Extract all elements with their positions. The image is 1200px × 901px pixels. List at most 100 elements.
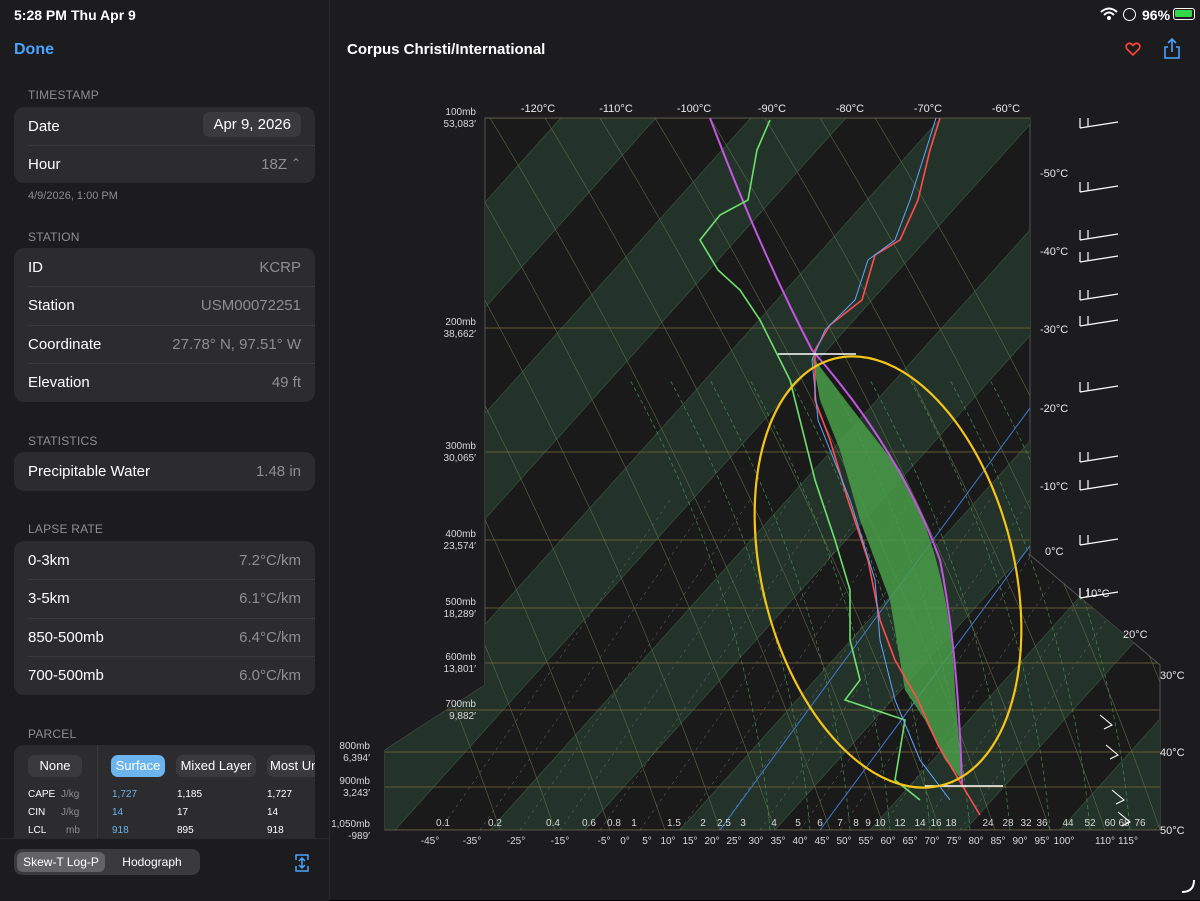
barb-shaft bbox=[1079, 385, 1119, 393]
dry-adiabat bbox=[764, 118, 1106, 830]
timestamp-header: TIMESTAMP bbox=[28, 88, 99, 102]
cin-unit: J/kg bbox=[61, 807, 80, 818]
cin-surface: 14 bbox=[112, 807, 124, 818]
mixing-ratio-label: 1 bbox=[631, 818, 637, 829]
temperature-trace bbox=[814, 118, 981, 816]
bottom-temp-label: 65° bbox=[902, 836, 917, 847]
bottom-temp-label: 115° bbox=[1118, 836, 1138, 847]
isotherm-line bbox=[385, 118, 847, 830]
pressure-label: 300mb bbox=[445, 441, 476, 452]
mixing-ratio-label: 14 bbox=[914, 818, 926, 829]
bottom-temp-label: 90° bbox=[1012, 836, 1027, 847]
hour-row[interactable]: Hour 18Z ⌃ bbox=[14, 145, 315, 184]
cape-mixed: 1,185 bbox=[177, 789, 203, 800]
timestamp-note: 4/9/2026, 1:00 PM bbox=[28, 190, 118, 202]
row-value: 6.0°C/km bbox=[239, 667, 301, 684]
height-label: 9,882′ bbox=[449, 711, 476, 722]
lapse-row: 850-500mb 6.4°C/km bbox=[14, 618, 315, 657]
mixing-ratio-label: 18 bbox=[945, 818, 957, 829]
parcel-surface-button[interactable]: Surface bbox=[111, 755, 165, 777]
mixing-ratio-label: 6 bbox=[817, 818, 823, 829]
separator bbox=[28, 579, 315, 580]
top-temp-label: -80°C bbox=[836, 103, 864, 115]
sounding-profiles bbox=[699, 118, 1003, 816]
timestamp-card: Date Apr 9, 2026 Hour 18Z ⌃ bbox=[14, 107, 315, 183]
isotherm-band bbox=[870, 118, 1160, 830]
right-temp-label: -30°C bbox=[1040, 324, 1068, 336]
row-label: 3-5km bbox=[28, 590, 70, 607]
chevron-updown-icon: ⌃ bbox=[290, 156, 301, 170]
bottom-temp-label: 25° bbox=[726, 836, 741, 847]
mixing-ratio-label: 60 bbox=[1104, 818, 1116, 829]
mixing-ratio-label: 0.4 bbox=[546, 818, 560, 829]
barb-shaft bbox=[1079, 319, 1119, 327]
height-label: 38,662′ bbox=[444, 329, 477, 340]
battery-icon bbox=[1173, 8, 1195, 20]
mixing-ratio-label: 0.2 bbox=[488, 818, 502, 829]
height-label: 53,083′ bbox=[444, 119, 477, 130]
barb-shaft bbox=[1079, 455, 1119, 463]
lcl-unit: mb bbox=[66, 825, 80, 836]
separator bbox=[28, 145, 315, 146]
parcel-none-button[interactable]: None bbox=[28, 755, 82, 777]
isotherm-line bbox=[869, 118, 1160, 830]
barb-shaft bbox=[1079, 233, 1119, 241]
parcel-most-unstable-button[interactable]: Most Un bbox=[267, 755, 315, 777]
isotherm-line bbox=[330, 118, 371, 830]
pressure-label: 700mb bbox=[445, 699, 476, 710]
separator bbox=[28, 656, 315, 657]
wind-barb bbox=[1079, 230, 1119, 241]
right-temp-label: -50°C bbox=[1040, 168, 1068, 180]
tab-skew-t[interactable]: Skew-T Log-P bbox=[17, 852, 105, 872]
mixing-ratio-label: 10 bbox=[874, 818, 886, 829]
row-label: 850-500mb bbox=[28, 629, 104, 646]
barb-shaft bbox=[1079, 185, 1119, 193]
wind-barb bbox=[1079, 588, 1119, 599]
heart-icon[interactable] bbox=[1125, 41, 1141, 57]
height-label: -989′ bbox=[348, 831, 370, 842]
resize-corner-icon bbox=[1181, 879, 1195, 893]
lapse-rate-card: 0-3km 7.2°C/km 3-5km 6.1°C/km 850-500mb … bbox=[14, 541, 315, 695]
moist-adiabat bbox=[789, 379, 931, 830]
lock-rotation-icon bbox=[1123, 8, 1136, 21]
station-row: Elevation 49 ft bbox=[14, 363, 315, 402]
pressure-label: 900mb bbox=[339, 776, 370, 787]
separator bbox=[28, 363, 315, 364]
right-temp-label: 30°C bbox=[1160, 670, 1185, 682]
barb-shaft bbox=[1079, 591, 1119, 599]
date-picker[interactable]: Apr 9, 2026 bbox=[203, 112, 301, 137]
station-card: ID KCRP Station USM00072251 Coordinate 2… bbox=[14, 248, 315, 402]
right-temp-label: -40°C bbox=[1040, 246, 1068, 258]
swap-icon[interactable] bbox=[290, 851, 314, 875]
lapse-rate-header: LAPSE RATE bbox=[28, 522, 104, 536]
bottom-temp-label: 95° bbox=[1034, 836, 1049, 847]
barb-shaft bbox=[1079, 483, 1119, 491]
right-temp-label: 50°C bbox=[1160, 825, 1185, 837]
bottom-temp-label: -5° bbox=[598, 836, 611, 847]
done-button[interactable]: Done bbox=[14, 41, 54, 58]
parcel-mixed-layer-button[interactable]: Mixed Layer bbox=[176, 755, 256, 777]
tab-hodograph[interactable]: Hodograph bbox=[122, 855, 182, 869]
statistics-header: STATISTICS bbox=[28, 434, 98, 448]
wifi-icon bbox=[1100, 7, 1118, 24]
right-temp-label: -20°C bbox=[1040, 403, 1068, 415]
share-icon[interactable] bbox=[1162, 38, 1182, 60]
top-temp-label: -110°C bbox=[599, 103, 633, 115]
bottom-temp-label: -25° bbox=[507, 836, 525, 847]
row-value: 6.4°C/km bbox=[239, 629, 301, 646]
height-label: 3,243′ bbox=[343, 788, 370, 799]
isotherm-line bbox=[394, 118, 1037, 830]
height-label: 23,574′ bbox=[444, 541, 477, 552]
bottom-temp-label: 85° bbox=[990, 836, 1005, 847]
mixing-ratio-label: 4 bbox=[771, 818, 777, 829]
cape-most-unstable: 1,727 bbox=[267, 789, 293, 800]
top-temp-label: -70°C bbox=[914, 103, 942, 115]
bottom-temp-label: 45° bbox=[814, 836, 829, 847]
moist-adiabat bbox=[629, 379, 771, 830]
barb-shaft bbox=[1079, 255, 1119, 263]
mixing-ratio-label: 52 bbox=[1084, 818, 1096, 829]
mixing-ratio-label: 2 bbox=[700, 818, 706, 829]
dry-adiabat bbox=[709, 118, 1051, 830]
mixing-ratio-label: 7 bbox=[837, 818, 843, 829]
